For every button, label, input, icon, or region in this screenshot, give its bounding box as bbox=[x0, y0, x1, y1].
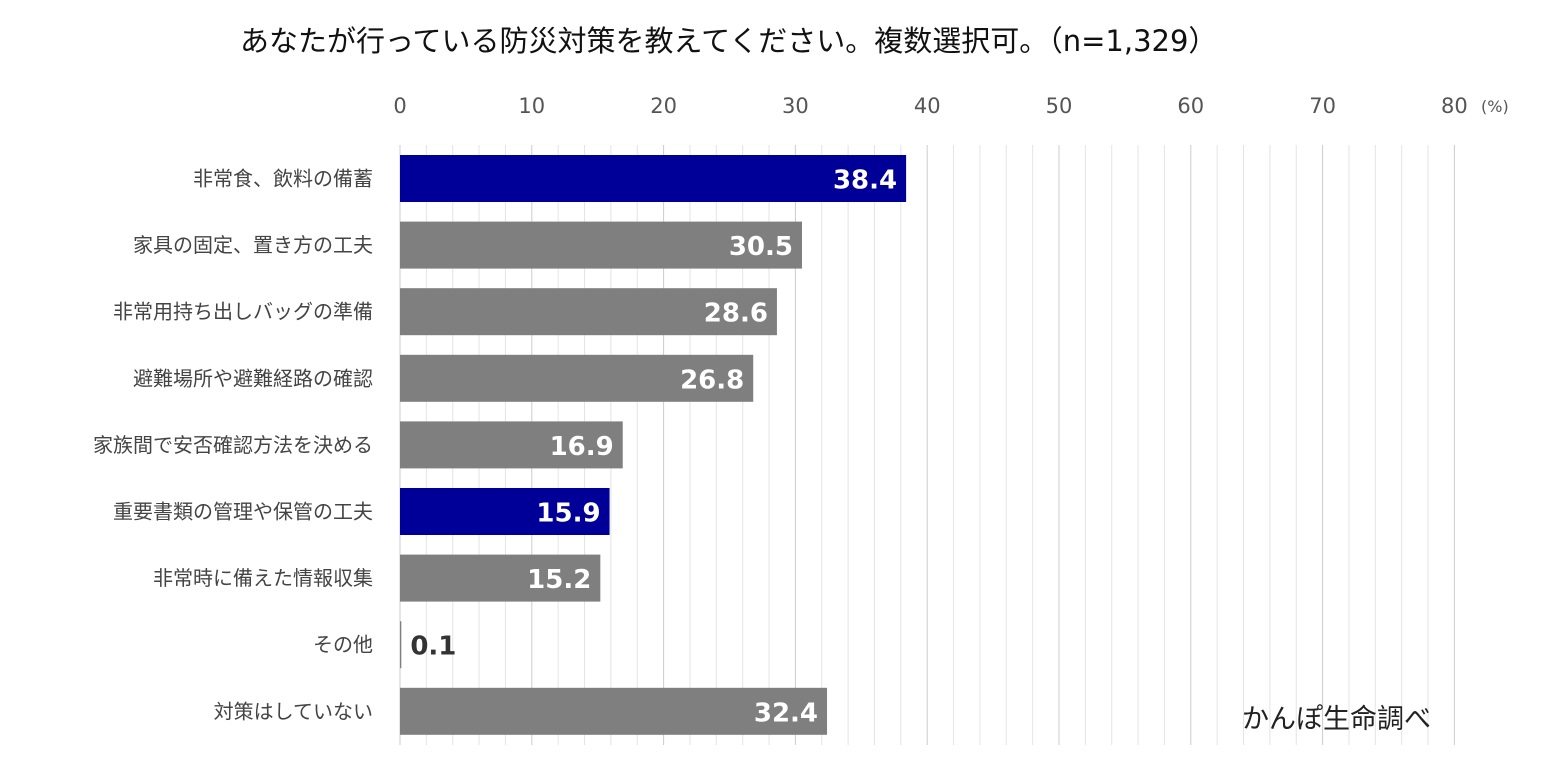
bar bbox=[400, 621, 402, 669]
bar bbox=[400, 288, 777, 336]
bar bbox=[400, 221, 802, 269]
value-label: 26.8 bbox=[680, 365, 744, 395]
value-label: 38.4 bbox=[833, 166, 897, 196]
x-tick-label: 60 bbox=[1177, 94, 1204, 118]
x-tick-label: 50 bbox=[1046, 94, 1073, 118]
category-label: 家具の固定、置き方の工夫 bbox=[133, 233, 373, 257]
x-tick-label: 70 bbox=[1309, 94, 1336, 118]
chart-title: あなたが行っている防災対策を教えてください。複数選択可。（n=1,329） bbox=[240, 24, 1218, 58]
bar bbox=[400, 354, 754, 402]
value-label: 0.1 bbox=[410, 632, 456, 662]
x-tick-label: 80 bbox=[1441, 94, 1468, 118]
x-tick-label: 40 bbox=[914, 94, 941, 118]
x-tick-label: 20 bbox=[650, 94, 677, 118]
axis-unit-label: (%) bbox=[1481, 97, 1509, 116]
value-label: 15.9 bbox=[536, 499, 600, 529]
value-labels: 38.4 30.5 28.6 26.8 16.9 15.9 15.2 0.1 32.4 bbox=[410, 166, 897, 729]
bar bbox=[400, 687, 828, 735]
value-label: 28.6 bbox=[704, 299, 768, 329]
category-label: 避難場所や避難経路の確認 bbox=[133, 366, 373, 390]
source-note: かんぽ生命調べ bbox=[1242, 704, 1431, 735]
bar bbox=[400, 488, 610, 535]
x-tick-label: 0 bbox=[393, 94, 406, 118]
category-label: 家族間で安否確認方法を決める bbox=[93, 433, 373, 457]
category-label: 非常時に備えた情報収集 bbox=[153, 566, 373, 590]
value-label: 30.5 bbox=[729, 232, 793, 262]
x-tick-label: 10 bbox=[518, 94, 545, 118]
category-labels: 非常食、飲料の備蓄家具の固定、置き方の工夫非常用持ち出しバッグの準備避難場所や避… bbox=[93, 167, 373, 724]
value-label: 32.4 bbox=[754, 698, 818, 728]
bar bbox=[400, 421, 623, 469]
value-label: 15.2 bbox=[527, 565, 591, 595]
bar bbox=[400, 155, 907, 202]
value-label: 16.9 bbox=[550, 432, 614, 462]
category-label: その他 bbox=[313, 633, 373, 657]
category-label: 非常食、飲料の備蓄 bbox=[193, 167, 373, 191]
bars bbox=[400, 155, 907, 735]
category-label: 対策はしていない bbox=[214, 699, 373, 723]
x-axis-ticks: 0 10 20 30 40 50 60 70 80 bbox=[393, 94, 1467, 118]
category-label: 重要書類の管理や保管の工夫 bbox=[113, 500, 373, 524]
x-tick-label: 30 bbox=[782, 94, 809, 118]
category-label: 非常用持ち出しバッグの準備 bbox=[113, 300, 373, 324]
bar bbox=[400, 554, 601, 602]
